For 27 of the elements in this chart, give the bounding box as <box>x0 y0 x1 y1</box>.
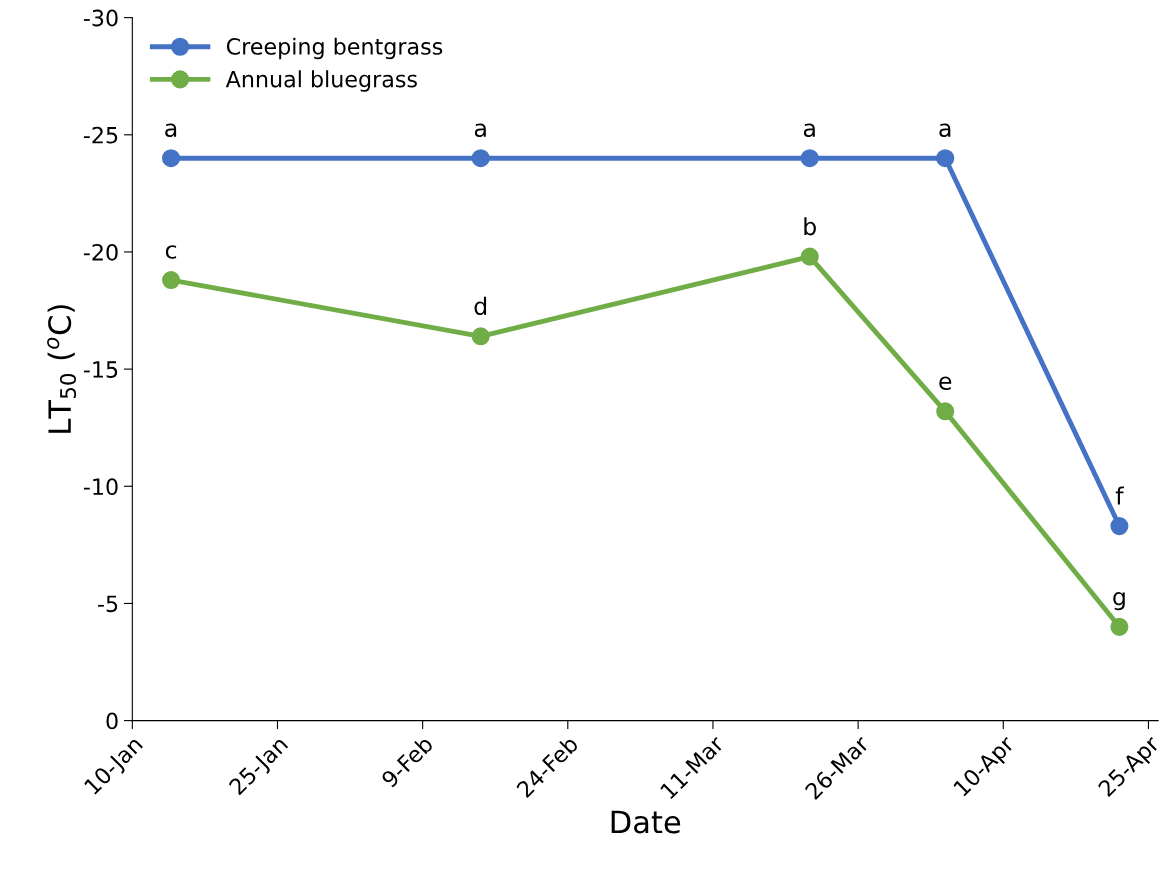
point <box>1110 617 1129 636</box>
point <box>162 271 181 290</box>
y-tick-label: -10 <box>83 478 118 496</box>
annotation: d <box>474 296 487 316</box>
x-axis-title: Date <box>611 810 681 834</box>
annotation: a <box>939 123 951 137</box>
annotation: f <box>1115 486 1125 505</box>
annotation: e <box>939 376 952 391</box>
legend-label: Creeping bentgrass <box>226 37 443 60</box>
annotation: b <box>804 217 816 236</box>
y-tick-label: -30 <box>83 9 118 27</box>
y-tick-label: -25 <box>83 126 118 144</box>
annotation: a <box>474 123 486 137</box>
y-tick-label: -15 <box>83 361 118 378</box>
annotation: a <box>803 123 815 137</box>
annotation: a <box>165 123 177 137</box>
y-tick-label: -20 <box>83 243 118 261</box>
legend-label: Annual bluegrass <box>225 70 417 92</box>
point <box>162 149 181 168</box>
point <box>936 149 955 168</box>
annotation: c <box>165 245 177 259</box>
point <box>1110 517 1129 536</box>
point <box>936 402 955 421</box>
y-tick-label: 0 <box>106 712 118 730</box>
y-tick-label: -5 <box>98 595 118 613</box>
y-axis-title: LT$_{50}$ ($^{o}$C) <box>47 305 77 433</box>
annotation: g <box>1113 592 1125 611</box>
